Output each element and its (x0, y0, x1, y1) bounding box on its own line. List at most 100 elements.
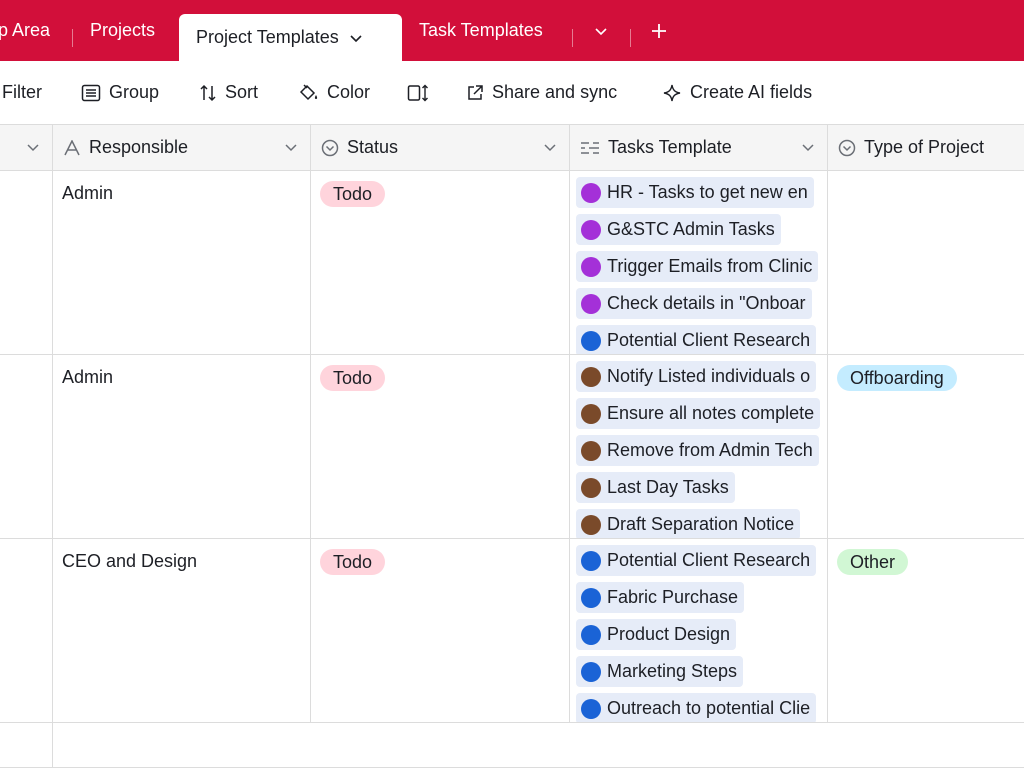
share-and-sync-button[interactable]: Share and sync (466, 61, 617, 124)
chevron-down-icon[interactable] (349, 31, 363, 45)
share-icon (468, 84, 483, 100)
table-row[interactable]: Admin Todo HR - Tasks to get new en G&ST… (0, 171, 1024, 355)
sort-label: Sort (225, 82, 259, 102)
records-grid: Responsible Status Tasks Template Type o… (0, 124, 1024, 768)
group-button[interactable]: Group (81, 61, 159, 124)
type-of-project-cell[interactable]: Offboarding (828, 355, 1024, 538)
column-header-type-of-project[interactable]: Type of Project (828, 124, 1024, 171)
table-row[interactable]: Admin Todo Notify Listed individuals o E… (0, 355, 1024, 539)
purple-circle-icon (581, 293, 601, 314)
responsible-value: Admin (62, 183, 114, 203)
linked-task-chip[interactable]: Notify Listed individuals o (576, 361, 817, 392)
tasks-template-cell[interactable]: Notify Listed individuals o Ensure all n… (570, 355, 828, 538)
tab-app-area[interactable]: p Area (0, 0, 50, 61)
status-badge: Todo (320, 181, 386, 207)
sort-button[interactable]: Sort (199, 61, 258, 124)
tasks-template-cell[interactable]: HR - Tasks to get new en G&STC Admin Tas… (570, 171, 828, 354)
tab-task-templates[interactable]: Task Templates (419, 0, 543, 61)
chevron-down-icon[interactable] (284, 140, 298, 154)
primary-cell[interactable] (0, 355, 53, 538)
project-type-badge: Offboarding (837, 365, 957, 391)
filter-button[interactable]: Filter (2, 61, 42, 124)
column-header-status[interactable]: Status (311, 124, 570, 171)
linked-task-chip[interactable]: G&STC Admin Tasks (576, 214, 781, 245)
tab-label: Project Templates (196, 27, 339, 47)
project-type-badge: Other (837, 549, 909, 575)
brown-circle-icon (581, 366, 601, 387)
blue-circle-icon (581, 330, 601, 351)
linked-task-chip[interactable]: Remove from Admin Tech (576, 435, 819, 466)
group-icon (81, 84, 101, 101)
linked-task-chip[interactable]: Outreach to potential Clie (576, 693, 817, 722)
text-field-icon (63, 139, 81, 156)
color-button[interactable]: Color (297, 61, 370, 124)
sparkle-icon (663, 84, 681, 101)
color-label: Color (327, 82, 371, 102)
type-of-project-cell[interactable] (828, 171, 1024, 354)
tab-divider (72, 29, 73, 47)
blue-circle-icon (581, 661, 601, 682)
status-badge: Todo (320, 365, 386, 391)
plus-icon[interactable] (644, 0, 674, 61)
view-toolbar: Filter Group Sort Color Share and sync C… (0, 61, 1024, 124)
linked-task-chip[interactable]: Draft Separation Notice (576, 509, 801, 538)
purple-circle-icon (581, 256, 601, 277)
linked-record-icon (580, 140, 600, 156)
linked-task-chip[interactable]: Last Day Tasks (576, 472, 735, 503)
column-title: Type of Project (864, 137, 985, 157)
linked-task-chip[interactable]: Fabric Purchase (576, 582, 745, 613)
tab-project-templates[interactable]: Project Templates (179, 14, 402, 61)
primary-cell[interactable] (0, 171, 53, 354)
linked-task-chip[interactable]: Potential Client Research (576, 545, 817, 576)
all-tables-chevron-down-icon[interactable] (586, 0, 616, 61)
primary-cell[interactable] (0, 539, 53, 722)
tasks-template-cell[interactable]: Potential Client Research Fabric Purchas… (570, 539, 828, 722)
brown-circle-icon (581, 440, 601, 461)
linked-task-chip[interactable]: Product Design (576, 619, 737, 650)
paint-bucket-icon (299, 83, 318, 100)
status-cell[interactable]: Todo (311, 171, 570, 354)
tab-label: p Area (0, 20, 51, 40)
responsible-value: CEO and Design (62, 551, 198, 571)
responsible-cell[interactable]: Admin (53, 355, 311, 538)
tab-projects[interactable]: Projects (90, 0, 155, 61)
row-height-button[interactable] (407, 61, 437, 124)
chevron-down-icon[interactable] (26, 140, 40, 154)
linked-task-chip[interactable]: HR - Tasks to get new en (576, 177, 814, 208)
table-tab-bar: p Area Projects Project Templates Task T… (0, 0, 1024, 61)
blue-circle-icon (581, 698, 601, 719)
primary-cell[interactable] (0, 723, 53, 767)
blue-circle-icon (581, 624, 601, 645)
linked-task-chip[interactable]: Ensure all notes complete (576, 398, 821, 429)
chevron-down-icon[interactable] (543, 140, 557, 154)
status-badge: Todo (320, 549, 386, 575)
status-cell[interactable]: Todo (311, 355, 570, 538)
tab-label: Projects (90, 20, 156, 40)
brown-circle-icon (581, 477, 601, 498)
column-header-tasks-template[interactable]: Tasks Template (570, 124, 828, 171)
purple-circle-icon (581, 182, 601, 203)
column-header-primary[interactable] (0, 124, 53, 171)
column-title: Responsible (89, 137, 189, 157)
linked-task-chip[interactable]: Marketing Steps (576, 656, 744, 687)
table-row[interactable]: CEO and Design Todo Potential Client Res… (0, 539, 1024, 723)
chevron-down-icon[interactable] (801, 140, 815, 154)
ai-label: Create AI fields (690, 82, 813, 102)
group-label: Group (109, 82, 160, 102)
responsible-cell[interactable]: Admin (53, 171, 311, 354)
linked-task-chip[interactable]: Potential Client Research (576, 325, 817, 354)
row-height-icon (407, 84, 428, 101)
filter-label: Filter (2, 82, 42, 102)
add-record-row[interactable] (0, 723, 1024, 768)
create-ai-fields-button[interactable]: Create AI fields (662, 61, 812, 124)
brown-circle-icon (581, 514, 601, 535)
column-header-responsible[interactable]: Responsible (53, 124, 311, 171)
responsible-cell[interactable]: CEO and Design (53, 539, 311, 722)
column-title: Tasks Template (608, 137, 732, 157)
tab-divider (630, 29, 631, 47)
linked-task-chip[interactable]: Trigger Emails from Clinic (576, 251, 819, 282)
linked-task-chip[interactable]: Check details in "Onboar (576, 288, 812, 319)
single-select-icon (838, 139, 856, 157)
type-of-project-cell[interactable]: Other (828, 539, 1024, 722)
status-cell[interactable]: Todo (311, 539, 570, 722)
